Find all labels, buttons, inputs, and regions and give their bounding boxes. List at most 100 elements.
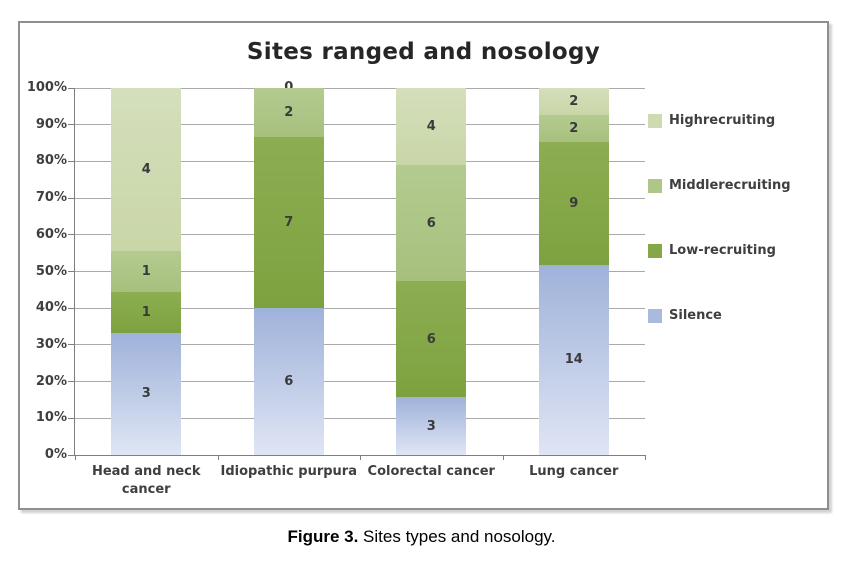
- legend-swatch: [648, 178, 662, 193]
- bar-segment-highrecruiting: 4: [396, 88, 467, 166]
- y-axis-tick: [68, 454, 75, 456]
- y-axis-tick: [68, 197, 75, 199]
- legend-label: Middlerecruiting: [669, 178, 791, 193]
- legend-label: Highrecruiting: [669, 113, 776, 128]
- legend: Highrecruiting Middlerecruiting Low-recrui…: [648, 113, 791, 323]
- bar-value-label: 0: [254, 80, 324, 95]
- y-axis-label: 10%: [35, 410, 67, 426]
- legend-item-highrecruiting: Highrecruiting: [648, 113, 791, 128]
- chart-title: Sites ranged and nosology: [246, 39, 601, 65]
- bar-value-label: 6: [284, 374, 294, 390]
- gridline: [75, 234, 645, 236]
- bar-value-label: 4: [141, 162, 151, 178]
- figure-caption-text: Sites types and nosology.: [358, 527, 556, 546]
- x-axis-tick: [360, 455, 361, 460]
- bar-value-label: 9: [569, 196, 579, 212]
- y-axis-tick: [68, 381, 75, 383]
- x-axis-tick: [217, 455, 219, 460]
- gridline: [75, 87, 645, 89]
- bar-value-label: 1: [141, 304, 151, 320]
- figure-caption-label: Figure 3.: [287, 527, 359, 546]
- y-axis-tick: [68, 344, 75, 346]
- legend-swatch: [648, 113, 662, 128]
- legend-label: Silence: [669, 308, 722, 323]
- bar-segment-middlerecruiting: 2: [538, 115, 609, 143]
- bar-value-label: 3: [141, 386, 151, 402]
- category-label: Lung cancer: [529, 464, 619, 479]
- plot-area: 0% 10% 20% 30% 40% 50% 60% 70% 80% 90% 100% 4 1 1 3 Hea…: [27, 80, 646, 497]
- bar-segment-middlerecruiting: 6: [396, 165, 467, 282]
- category-column: 0 2 7 6 Idiopathic purpura: [218, 80, 361, 479]
- chart-frame: Sites ranged and nosology 0% 10% 20% 30% 40%…: [18, 21, 829, 510]
- bar-segment-silence: 14: [538, 264, 609, 455]
- bar-value-label: 4: [426, 119, 436, 135]
- bar-segment-highrecruiting: 4: [111, 88, 182, 252]
- bar-value-label: 7: [284, 215, 294, 231]
- y-axis-label: 80%: [35, 153, 67, 169]
- bar-segment-silence: 3: [111, 332, 182, 455]
- y-axis-tick: [68, 160, 75, 162]
- y-axis-tick: [68, 417, 75, 419]
- legend-label: Low-recruiting: [669, 243, 776, 258]
- y-axis-label: 60%: [35, 226, 67, 242]
- category-label: Idiopathic purpura: [220, 464, 357, 479]
- y-axis-tick: [68, 124, 75, 126]
- bar-segment-low-recruiting: 6: [396, 281, 467, 398]
- legend-swatch: [648, 308, 662, 323]
- bar-value-label: 2: [569, 94, 579, 110]
- legend-item-low-recruiting: Low-recruiting: [648, 243, 791, 258]
- y-axis-line: [74, 88, 75, 456]
- y-axis-tick: [68, 271, 75, 272]
- y-axis-label: 70%: [35, 190, 67, 206]
- category-column: 4 1 1 3 Head and neck cancer: [75, 88, 218, 497]
- y-axis-label: 90%: [35, 116, 67, 132]
- gridline: [75, 160, 645, 162]
- gridline: [75, 417, 645, 419]
- figure-caption: Figure 3. Sites types and nosology.: [0, 527, 843, 547]
- y-axis-tick: [68, 307, 75, 309]
- legend-item-middlerecruiting: Middlerecruiting: [648, 178, 791, 193]
- y-axis-tick: [68, 87, 75, 89]
- stacked-bar: 4 6 6 3: [396, 88, 467, 455]
- x-axis-tick: [502, 455, 504, 460]
- y-axis-tick: [68, 234, 75, 236]
- stacked-bar: 0 2 7 6: [253, 80, 324, 455]
- y-axis-label: 100%: [26, 80, 67, 95]
- category-column: 4 6 6 3 Colorectal cancer: [360, 88, 503, 479]
- y-axis-label: 40%: [35, 300, 67, 316]
- category-label: Colorectal cancer: [367, 464, 495, 479]
- bar-segment-low-recruiting: 7: [253, 136, 324, 309]
- bar-value-label: 3: [426, 418, 436, 434]
- x-axis-tick: [645, 455, 646, 460]
- bar-value-label: 2: [569, 121, 579, 137]
- x-axis-tick: [75, 455, 76, 460]
- bar-segment-silence: 6: [253, 308, 324, 455]
- y-axis-label: 0%: [44, 447, 67, 462]
- gridline: [75, 344, 645, 346]
- bar-value-label: 2: [284, 104, 294, 120]
- legend-item-silence: Silence: [648, 308, 791, 323]
- category-column: 2 2 9 14 Lung cancer: [503, 88, 646, 479]
- category-label: Head and neck cancer: [91, 464, 201, 497]
- bar-value-label: 1: [141, 264, 151, 280]
- gridline: [75, 124, 645, 126]
- stacked-bar: 2 2 9 14: [538, 88, 609, 455]
- bar-segment-highrecruiting: 2: [538, 88, 609, 116]
- legend-swatch: [648, 243, 662, 258]
- bar-segment-silence: 3: [396, 397, 467, 455]
- stacked-bar: 4 1 1 3: [111, 88, 182, 455]
- y-axis-label: 20%: [35, 373, 67, 389]
- gridline: [75, 381, 645, 383]
- gridline: [75, 271, 645, 272]
- gridline: [75, 197, 645, 199]
- bar-value-label: 6: [426, 331, 436, 347]
- y-axis-label: 30%: [35, 336, 67, 352]
- bar-segment-middlerecruiting: 1: [111, 251, 182, 292]
- y-axis-label: 50%: [35, 263, 67, 279]
- bar-value-label: 6: [426, 215, 436, 231]
- bar-segment-low-recruiting: 1: [111, 291, 182, 333]
- bar-segment-low-recruiting: 9: [538, 142, 609, 265]
- bar-value-label: 14: [564, 352, 583, 368]
- bar-segment-middlerecruiting: 2: [253, 88, 324, 137]
- gridline: [75, 307, 645, 309]
